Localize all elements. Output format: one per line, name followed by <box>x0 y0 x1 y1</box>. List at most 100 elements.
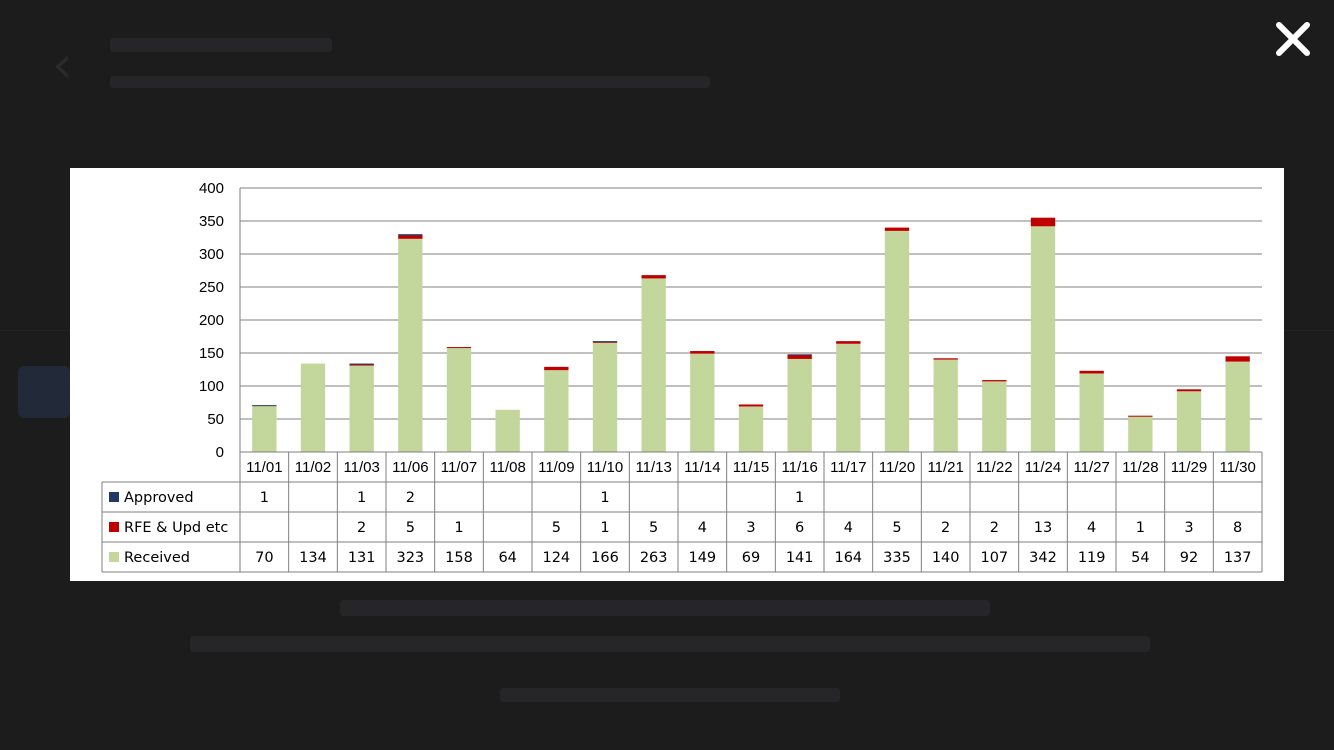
x-tick-label: 11/16 <box>781 459 817 476</box>
bar-received <box>446 347 472 452</box>
data-table-value: 54 <box>1131 550 1149 566</box>
data-table-value: 1 <box>357 490 366 506</box>
x-tick-label: 11/17 <box>830 459 866 476</box>
bar-received <box>933 359 958 452</box>
data-table-value: 164 <box>834 550 862 566</box>
bar-received <box>592 342 618 452</box>
bar-received <box>300 363 326 452</box>
data-table-value: 5 <box>892 520 901 536</box>
x-tick-label: 11/09 <box>538 459 574 476</box>
y-tick-label: 100 <box>199 378 224 395</box>
bar-received <box>398 238 423 452</box>
stacked-bar-chart: 0 50 100 150 200 250 300 350 400 11/01 11/02 11/03 1… <box>101 180 1263 573</box>
bar-received <box>884 230 910 452</box>
data-table-value: 6 <box>795 520 804 536</box>
x-tick-label: 11/30 <box>1219 459 1255 476</box>
data-table-value: 1 <box>600 490 609 506</box>
x-tick-label: 11/24 <box>1025 459 1061 476</box>
legend-key-swatch <box>109 552 119 562</box>
bar-rfe-upd-etc <box>592 341 618 343</box>
data-table-value: 5 <box>649 520 658 536</box>
x-tick-label: 11/10 <box>587 459 623 476</box>
data-table-value: 1 <box>1136 520 1145 536</box>
bar-rfe-upd-etc <box>1079 370 1104 374</box>
data-table-value: 137 <box>1224 550 1252 566</box>
y-tick-label: 200 <box>199 312 224 329</box>
legend-key-swatch <box>109 492 119 502</box>
data-table-value: 3 <box>1184 520 1193 536</box>
x-tick-label: 11/28 <box>1122 459 1158 476</box>
bar-rfe-upd-etc <box>1176 389 1202 392</box>
bar-received <box>252 405 277 452</box>
bar-rfe-upd-etc <box>544 366 569 371</box>
bar-rfe-upd-etc <box>690 351 715 354</box>
close-button[interactable] <box>1270 16 1316 62</box>
close-icon <box>1276 22 1310 56</box>
bar-received <box>690 353 715 452</box>
bar-received <box>1079 373 1104 452</box>
bar-rfe-upd-etc <box>787 354 812 359</box>
bar-rfe-upd-etc <box>349 364 374 366</box>
y-tick-label: 50 <box>207 411 224 428</box>
y-tick-label: 0 <box>216 444 224 461</box>
data-table-value: 323 <box>396 550 424 566</box>
bar-rfe-upd-etc <box>1225 356 1250 362</box>
data-table-value: 1 <box>260 490 269 506</box>
data-table-value: 134 <box>299 550 327 566</box>
x-tick-label: 11/27 <box>1073 459 1109 476</box>
data-table-value: 4 <box>1087 520 1096 536</box>
bar-received <box>544 370 569 452</box>
bar-rfe-upd-etc <box>1128 415 1153 417</box>
y-tick-label: 300 <box>199 246 224 263</box>
x-tick-label: 11/07 <box>441 459 477 476</box>
bar-received <box>787 358 812 452</box>
bar-rfe-upd-etc <box>933 358 958 360</box>
x-tick-label: 11/20 <box>879 459 915 476</box>
data-table-value: 131 <box>348 550 376 566</box>
data-table-value: 70 <box>255 550 273 566</box>
x-tick-label: 11/13 <box>635 459 671 476</box>
data-table-value: 92 <box>1180 550 1198 566</box>
bar-approved <box>349 363 374 365</box>
back-chevron-icon: ‹ <box>52 35 73 95</box>
data-table-value: 263 <box>640 550 668 566</box>
x-tick-label: 11/06 <box>392 459 428 476</box>
bar-received <box>641 278 666 452</box>
bar-approved <box>787 354 812 356</box>
x-tick-label: 11/01 <box>246 459 282 476</box>
data-table-value: 2 <box>406 490 415 506</box>
data-table-value: 119 <box>1078 550 1106 566</box>
x-tick-label: 11/15 <box>733 459 769 476</box>
data-table-value: 1 <box>454 520 463 536</box>
bar-approved <box>252 405 277 407</box>
bar-approved <box>592 341 618 343</box>
y-tick-label: 400 <box>199 180 224 197</box>
data-table-value: 2 <box>357 520 366 536</box>
data-table-value: 149 <box>688 550 716 566</box>
bar-rfe-upd-etc <box>446 347 472 349</box>
background-subtitle-placeholder <box>110 76 710 88</box>
x-tick-label: 11/22 <box>976 459 1012 476</box>
legend-key-swatch <box>109 522 119 532</box>
background-avatar <box>18 366 70 418</box>
y-tick-label: 250 <box>199 279 224 296</box>
bar-received <box>1176 391 1202 452</box>
y-tick-label: 350 <box>199 213 224 230</box>
chart-image: 0 50 100 150 200 250 300 350 400 11/01 11/02 11/03 1… <box>70 168 1284 581</box>
data-table-value: 8 <box>1233 520 1242 536</box>
data-table-value: 64 <box>498 550 516 566</box>
background-footer-line-1 <box>340 600 990 616</box>
data-table-value: 2 <box>941 520 950 536</box>
data-table-value: 4 <box>698 520 707 536</box>
bar-received <box>1030 226 1056 452</box>
data-table-value: 2 <box>990 520 999 536</box>
bar-rfe-upd-etc <box>1030 217 1056 227</box>
data-table-value: 1 <box>795 490 804 506</box>
legend-key-label: Received <box>124 550 190 566</box>
x-tick-label: 11/21 <box>927 459 963 476</box>
bar-received <box>982 381 1007 452</box>
background-title-placeholder <box>110 38 332 52</box>
x-tick-label: 11/03 <box>343 459 379 476</box>
data-table-value: 342 <box>1029 550 1057 566</box>
data-table-value: 5 <box>552 520 561 536</box>
